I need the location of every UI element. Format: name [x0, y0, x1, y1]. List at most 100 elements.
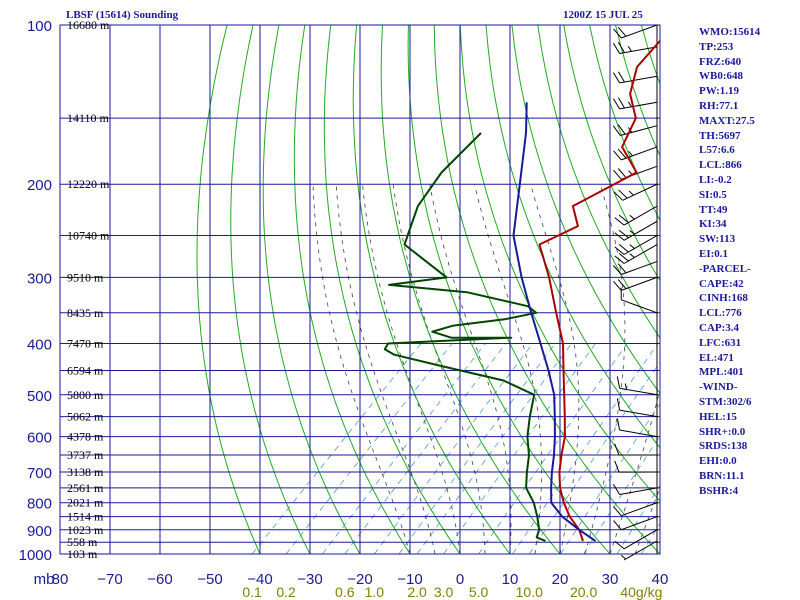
temperature-tick-label: −40: [247, 571, 272, 588]
temperature-tick-label: −20: [347, 571, 372, 588]
wind-barb-feather: [614, 232, 625, 241]
index-row: LI:-0.2: [699, 173, 732, 186]
height-label: 3737 m: [67, 448, 104, 462]
wind-barb-feather: [614, 246, 625, 255]
wind-barb-staff: [621, 502, 658, 517]
wind-barb-feather: [617, 148, 627, 159]
wind-barb-feather: [614, 540, 625, 550]
mixing-ratio-line: [416, 343, 572, 554]
wind-barb: [612, 71, 658, 84]
temperature-tick-label: −50: [197, 571, 222, 588]
dry-adiabat-line: [230, 25, 311, 554]
wind-barb-feather: [618, 253, 629, 262]
wind-barb: [620, 540, 658, 561]
height-label: 16680 m: [67, 18, 110, 32]
wind-barb-staff: [623, 540, 658, 561]
wind-barb: [614, 529, 658, 550]
wind-barb-half-feather: [629, 214, 635, 220]
wind-barb-feather: [613, 191, 623, 201]
wind-barb-feather: [618, 214, 629, 223]
dry-adiabat-line: [196, 25, 261, 554]
temperature-profile: [538, 39, 660, 542]
index-row: MPL:401: [699, 366, 744, 379]
wind-barb-feather: [617, 71, 625, 83]
index-row: SI:0.5: [699, 188, 727, 201]
wind-barb-feather: [612, 125, 621, 136]
pressure-label: 800: [27, 496, 52, 513]
wind-barb-staff: [619, 429, 658, 438]
height-label: 2561 m: [67, 481, 104, 495]
mixing-ratio-label: 10.0: [516, 584, 543, 600]
wind-barb-feather: [612, 98, 621, 110]
pressure-label: 200: [27, 177, 52, 194]
mixing-ratio-label: 3.0: [434, 584, 454, 600]
index-row: -PARCEL-: [699, 262, 751, 275]
wind-barb: [613, 261, 658, 275]
wind-barb-staff: [623, 235, 658, 255]
wind-barb-staff: [621, 299, 658, 314]
wind-barb: [612, 97, 658, 110]
sounding-profiles: [383, 39, 660, 542]
wind-barb: [616, 398, 658, 418]
temperature-tick-label: 10: [502, 571, 519, 588]
wind-barb-staff: [622, 183, 658, 201]
wind-barb-feather: [613, 150, 622, 161]
wind-barb-feather: [612, 483, 621, 495]
index-row: TP:253: [699, 40, 734, 53]
index-row: EHI:0.0: [699, 455, 737, 468]
index-row: WMO:15614: [699, 26, 761, 38]
pressure-label: 700: [27, 465, 52, 482]
wind-barb-feather: [617, 279, 627, 290]
wind-barb-feather: [612, 72, 621, 84]
pressure-label: 500: [27, 388, 52, 405]
height-label: 9510 m: [67, 270, 104, 284]
mixing-ratio-label: 5.0: [469, 584, 489, 600]
wind-barb-feather: [616, 376, 621, 389]
mixing-ratio-lines: [251, 343, 660, 554]
pressure-label: 1000: [19, 547, 52, 564]
wind-barb: [614, 220, 658, 241]
index-row: TT:49: [699, 203, 728, 216]
wind-barb-staff: [623, 220, 658, 241]
index-row: EL:471: [699, 351, 734, 364]
mixing-ratio-label: 40g/kg: [620, 584, 662, 600]
mixing-ratio-line: [478, 343, 628, 554]
wind-barb-feather: [617, 124, 626, 135]
height-label: 1023 m: [67, 523, 104, 537]
wind-barbs-column: [612, 24, 658, 561]
wind-barb-half-feather: [624, 383, 627, 390]
index-row: MAXT:27.5: [699, 114, 755, 127]
wind-barb-staff: [619, 387, 658, 396]
station-title: LBSF (15614) Sounding: [66, 9, 179, 21]
temperature-tick-label: −60: [147, 571, 172, 588]
temperature-pressure-grid: [59, 24, 661, 555]
wind-barb: [612, 483, 658, 495]
indices-panel: WMO:15614 TP:253 FRZ:640 WB0:648 PW:1.19 RH:7…: [699, 25, 760, 499]
dry-adiabat-line: [293, 25, 411, 554]
height-label: 5800 m: [67, 388, 104, 402]
wind-barb-staff: [620, 125, 658, 136]
moist-adiabat-line: [584, 184, 626, 554]
wind-barb-half-feather: [628, 190, 634, 196]
temperature-tick-label: −30: [297, 571, 322, 588]
wind-barb: [613, 24, 658, 39]
temperature-tick-label: 0: [456, 571, 464, 588]
index-row: BRN:11.1: [699, 469, 745, 482]
wind-barb-half-feather: [620, 554, 627, 560]
mixing-ratio-line: [512, 343, 659, 554]
moist-adiabat-line: [609, 388, 660, 554]
height-label: 6594 m: [67, 364, 104, 378]
moist-adiabat-line: [530, 184, 580, 554]
mixing-ratio-label: 0.2: [276, 584, 296, 600]
wind-barb: [614, 235, 658, 255]
height-label: 4378 m: [67, 430, 104, 444]
index-row: LCL:776: [699, 307, 742, 320]
height-label: 2021 m: [67, 496, 104, 510]
mixing-ratio-line: [251, 343, 422, 554]
temperature-tick-label: −70: [97, 571, 122, 588]
mixing-ratio-label: 0.6: [335, 584, 355, 600]
index-row: SHR+:0.0: [699, 425, 746, 438]
wind-barb-feather: [613, 169, 622, 180]
wind-barb: [614, 244, 658, 264]
